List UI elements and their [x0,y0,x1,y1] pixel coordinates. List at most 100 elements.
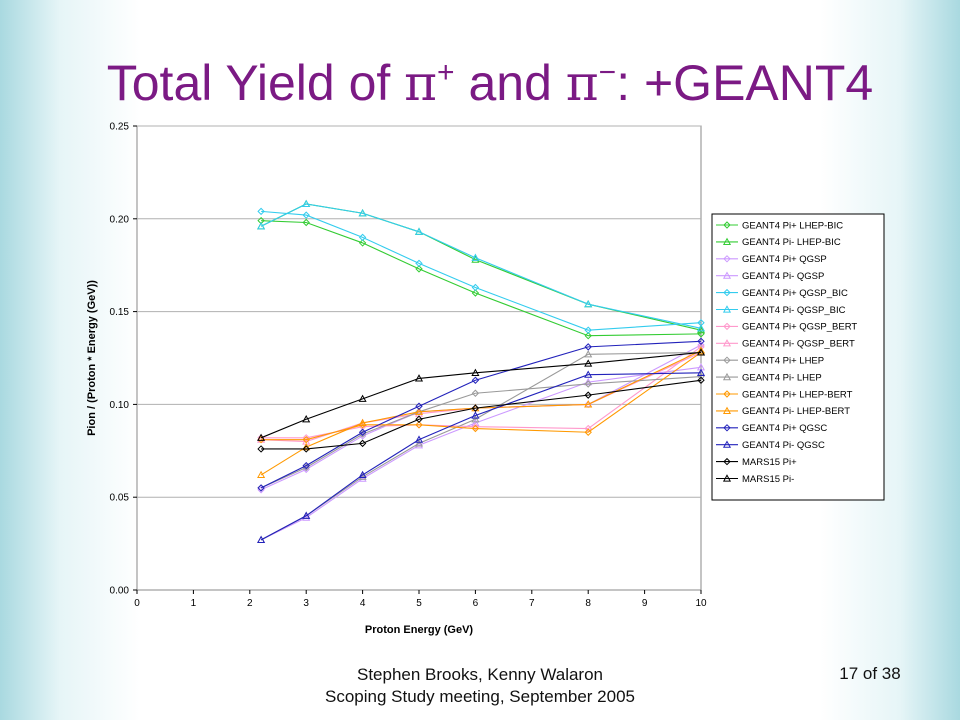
series-line [260,372,702,541]
data-point [471,253,480,261]
series-line [260,351,702,439]
series-line [261,220,702,337]
legend-entry: GEANT4 Pi+ LHEP [716,356,824,367]
legend-marker [723,424,731,432]
x-axis-label: Proton Energy (GeV) [365,624,474,636]
data-point [471,283,480,292]
data-point [696,348,706,356]
data-point [257,221,266,230]
y-axis-label: Pion / (Proton * Energy (GeV)) [86,280,98,436]
data-point [414,435,424,443]
legend-label: GEANT4 Pi- QGSP_BERT [742,339,855,350]
data-point [696,346,706,354]
footer-authors: Stephen Brooks, Kenny Walaron [356,665,603,684]
title-end: : +GEANT4 [616,55,874,111]
data-point [697,337,705,346]
legend-label: GEANT4 Pi+ QGSP_BIC [742,288,848,299]
x-tick-label: 7 [529,598,535,609]
y-tick-label: 0.10 [110,400,130,411]
data-point [697,376,705,384]
data-point [415,265,423,273]
data-point [257,484,265,492]
data-point [302,218,310,227]
pi-symbol: π [404,54,438,112]
data-point [584,359,593,367]
legend-entry: GEANT4 Pi- LHEP-BIC [716,237,841,248]
plot-area [136,125,702,591]
data-point [584,370,593,378]
legend-entry: GEANT4 Pi- QGSP_BIC [716,305,846,316]
data-point [302,434,310,442]
data-point [358,233,367,242]
data-point [257,470,266,479]
legend-marker [723,255,731,263]
data-point [358,239,367,247]
legend-label: GEANT4 Pi- LHEP-BERT [742,406,850,417]
legend-label: GEANT4 Pi- LHEP-BIC [742,237,841,248]
y-ticks: 0.00 0.05 0.10 0.15 0.20 0.25 [110,122,137,597]
legend-label: GEANT4 Pi+ QGSC [742,423,827,434]
legend-marker [723,356,731,364]
legend-marker [722,305,732,313]
data-point [471,255,480,263]
data-point [584,343,592,351]
data-point [302,435,310,444]
legend-box [711,213,885,501]
data-point [471,411,480,419]
series-15 [257,348,706,441]
data-point [584,326,592,334]
yield-chart: 0 1 2 3 4 5 6 7 8 9 10 0.00 0.05 0.10 0.15 0.20 0.25 Pr… [86,122,885,636]
footer-credits: Stephen Brooks, Kenny Walaron Scoping St… [240,664,720,708]
legend-marker [722,237,732,245]
y-tick-label: 0.05 [110,493,130,504]
legend-entry: GEANT4 Pi+ LHEP-BERT [716,389,853,400]
data-point [302,445,310,453]
x-tick-label: 2 [247,598,253,609]
data-point [302,415,311,423]
series-group [257,199,706,543]
slide-title: Total Yield of π+ and π−: +GEANT4 [60,55,920,111]
series-line [261,379,702,450]
legend-entry: GEANT4 Pi+ LHEP-BIC [716,220,843,231]
data-point [696,368,706,376]
legend-label: GEANT4 Pi- QGSC [742,440,825,451]
data-point [415,402,423,410]
data-point [302,513,311,521]
series-12 [257,337,705,492]
data-point [358,470,367,479]
x-tick-label: 8 [585,598,591,609]
data-point [471,422,480,431]
legend-entry: GEANT4 Pi- QGSP_BERT [716,339,855,350]
x-tick-label: 0 [134,598,140,609]
legend-label: GEANT4 Pi+ LHEP-BIC [742,220,843,231]
data-point [584,380,592,388]
data-point [584,350,593,358]
data-point [584,428,592,436]
data-point [696,325,706,334]
data-point [358,439,367,448]
data-point [584,424,592,433]
legend-marker [722,406,732,414]
data-point [414,374,424,382]
title-main: Total Yield of [106,55,405,111]
data-point [471,404,480,412]
data-point [415,259,423,268]
x-tick-label: 4 [360,598,366,609]
legend-entry: GEANT4 Pi+ QGSP_BERT [716,322,857,333]
footer-meeting: Scoping Study meeting, September 2005 [325,687,635,706]
plus-superscript: + [437,56,455,89]
data-point [471,376,480,384]
legend-entry: MARS15 Pi+ [716,457,797,468]
legend-entry: MARS15 Pi- [716,474,794,485]
data-point [584,299,593,308]
data-point [358,428,367,436]
legend-label: GEANT4 Pi- QGSP_BIC [742,305,846,316]
legend-label: GEANT4 Pi+ LHEP [742,356,824,367]
series-13 [257,368,706,543]
legend-entry: GEANT4 Pi- LHEP-BERT [716,406,850,417]
data-point [471,368,480,376]
x-tick-label: 6 [473,598,479,609]
data-point [584,400,593,408]
series-4 [257,207,705,334]
data-point [415,415,423,423]
